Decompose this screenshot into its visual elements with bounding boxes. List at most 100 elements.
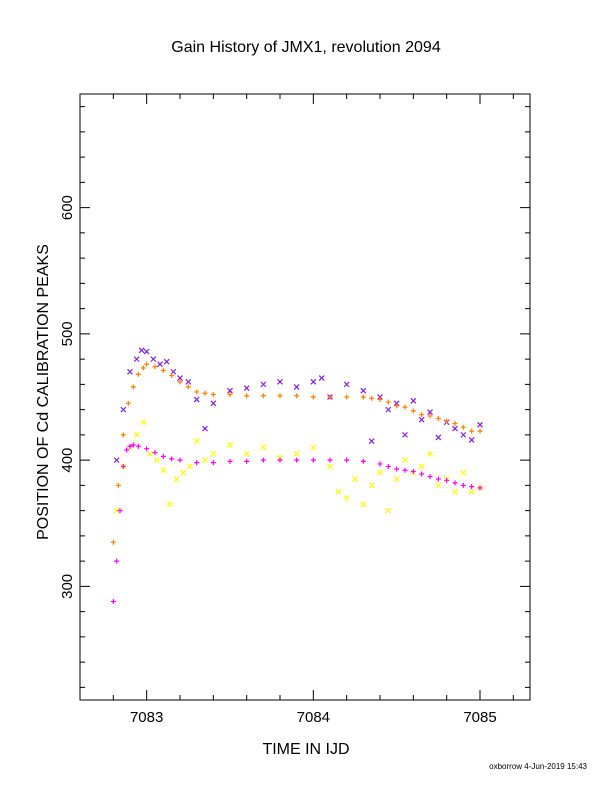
data-point [260,457,266,463]
x-tick-label: 7084 [297,709,330,726]
data-point [110,599,116,605]
data-point [352,476,358,482]
data-point [169,373,175,379]
data-point [468,437,475,443]
series-4 [110,442,483,605]
data-point [369,395,375,401]
series-1 [113,347,483,464]
chart-title: Gain History of JMX1, revolution 2094 [171,39,441,56]
data-point [368,438,375,445]
data-point [210,400,217,407]
footer-timestamp: oxborrow 4-Jun-2019 15:43 [489,762,587,771]
data-series [110,347,483,605]
data-point [243,385,250,392]
data-point [110,539,116,545]
data-point [150,356,157,363]
data-point [120,463,126,469]
data-point [127,443,133,449]
data-point [435,482,442,489]
data-point [260,393,266,399]
data-point [147,450,153,457]
data-point [193,396,200,403]
data-point [277,454,283,461]
data-point [419,471,425,477]
data-point [167,501,173,508]
data-point [293,450,300,457]
axis-ticks [79,94,530,700]
data-point [202,390,208,396]
data-point [187,463,193,470]
data-point [227,458,233,464]
x-axis-label: TIME IN IJD [262,741,349,758]
data-point [117,508,123,514]
data-point [468,488,475,495]
data-point [177,379,183,385]
data-point [310,457,316,463]
data-point [427,409,433,416]
data-point [394,403,400,409]
data-point [343,381,350,388]
data-point [133,356,140,363]
x-tick-label: 7085 [463,709,496,726]
data-point [368,482,375,489]
data-point [460,482,466,488]
data-point [344,457,350,463]
data-point [157,361,163,368]
data-point [243,450,250,457]
data-point [152,364,158,370]
data-point [402,457,408,464]
data-point [210,460,216,466]
data-point [435,434,442,441]
data-point [193,438,200,445]
data-point [133,431,140,438]
data-point [452,488,458,495]
data-point [469,428,475,434]
data-point [343,495,350,501]
data-point [327,463,333,470]
data-point [153,457,160,464]
data-point [452,480,458,486]
data-point [120,432,126,438]
data-point [143,348,150,355]
data-point [327,394,333,400]
data-point [294,457,300,463]
data-point [277,378,283,385]
data-point [427,413,433,419]
data-point [377,461,383,467]
data-point [310,394,316,400]
data-point [194,389,200,395]
data-point [360,394,366,400]
data-point [202,457,208,464]
data-point [202,425,208,432]
data-point [377,394,383,400]
plot-frame [79,93,531,701]
data-point [444,477,450,483]
data-point [435,415,441,421]
data-point [260,444,267,451]
data-point [410,397,417,404]
data-point [244,458,250,464]
y-tick-label: 400 [59,448,76,473]
data-point [377,469,383,476]
data-point [393,476,400,482]
data-point [277,393,283,399]
data-point [360,387,367,394]
data-point [185,384,191,390]
data-point [452,425,458,432]
data-point [125,400,131,406]
data-point [114,558,120,564]
data-point [277,457,283,463]
data-point [360,458,366,464]
data-point [140,419,147,426]
data-point [418,416,425,423]
data-point [402,404,408,410]
axis-tick-labels: 300 400 500 600 7083 7084 7085 [59,195,497,726]
data-point [177,457,183,463]
data-point [377,397,383,403]
data-point [385,406,392,413]
data-point [130,384,136,390]
data-point [310,444,317,451]
data-point [120,406,127,413]
data-point [173,476,180,482]
